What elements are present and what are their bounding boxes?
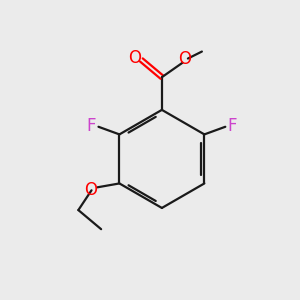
Text: O: O xyxy=(84,181,98,199)
Text: O: O xyxy=(178,50,191,68)
Text: O: O xyxy=(128,50,141,68)
Text: F: F xyxy=(87,117,96,135)
Text: F: F xyxy=(228,117,237,135)
